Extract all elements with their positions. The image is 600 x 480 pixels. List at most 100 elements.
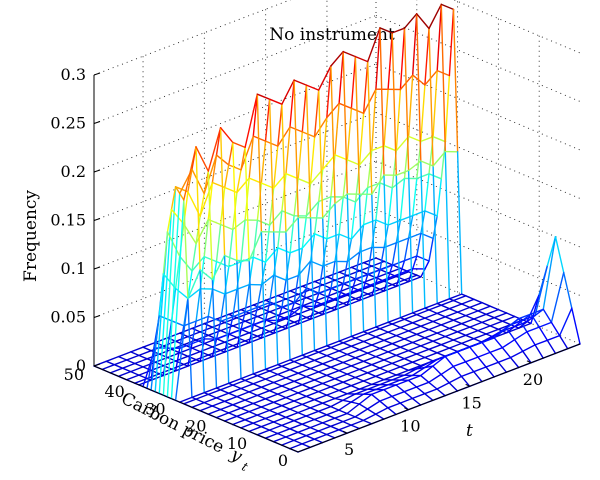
mesh-segment bbox=[215, 412, 230, 419]
mesh-segment bbox=[219, 408, 230, 414]
mesh-segment bbox=[338, 389, 348, 395]
mesh-segment bbox=[407, 160, 422, 172]
mesh-segment bbox=[248, 332, 259, 337]
mesh-segment bbox=[432, 355, 446, 367]
mesh-segment bbox=[305, 351, 320, 358]
mesh-segment bbox=[391, 323, 402, 329]
mesh-segment bbox=[223, 164, 230, 189]
mesh-segment bbox=[379, 283, 393, 290]
mesh-segment bbox=[505, 327, 516, 341]
mesh-segment bbox=[211, 254, 226, 281]
mesh-segment bbox=[399, 366, 410, 371]
mesh-segment bbox=[375, 407, 389, 415]
mesh-segment bbox=[530, 308, 544, 315]
y-tick-label: 40 bbox=[104, 382, 124, 401]
mesh-segment bbox=[379, 347, 389, 353]
mesh-segment bbox=[534, 264, 549, 317]
mesh-segment bbox=[232, 404, 242, 409]
mesh-segment bbox=[538, 321, 553, 328]
mesh-segment bbox=[473, 333, 487, 340]
mesh-segment bbox=[289, 247, 303, 254]
mesh-segment bbox=[363, 274, 369, 289]
mesh-segment bbox=[354, 416, 365, 422]
mesh-segment bbox=[432, 365, 442, 376]
mesh-segment bbox=[436, 327, 451, 334]
mesh-segment bbox=[366, 352, 377, 358]
mesh-segment bbox=[232, 379, 246, 386]
mesh-segment bbox=[399, 322, 414, 329]
mesh-segment bbox=[326, 65, 332, 119]
mesh-segment bbox=[452, 319, 463, 325]
mesh-segment bbox=[187, 269, 201, 300]
mesh-segment bbox=[391, 362, 401, 368]
mesh-segment bbox=[477, 356, 487, 368]
mesh-segment bbox=[313, 292, 320, 308]
mesh-segment bbox=[277, 306, 283, 322]
mesh-segment bbox=[244, 379, 254, 385]
mesh-segment bbox=[195, 146, 210, 172]
mesh-segment bbox=[350, 380, 365, 387]
mesh-segment bbox=[268, 409, 279, 415]
mesh-segment bbox=[285, 216, 299, 233]
mesh-segment bbox=[313, 233, 328, 240]
mesh-segment bbox=[558, 307, 573, 337]
mesh-segment bbox=[358, 223, 365, 253]
mesh-segment bbox=[342, 361, 352, 367]
mesh-segment bbox=[268, 405, 283, 412]
mesh-segment bbox=[191, 320, 197, 345]
mesh-segment bbox=[191, 255, 205, 272]
mesh-segment bbox=[342, 357, 357, 364]
mesh-segment bbox=[277, 369, 291, 376]
mesh-segment bbox=[305, 375, 316, 381]
mesh-segment bbox=[256, 375, 267, 380]
mesh-segment bbox=[293, 380, 303, 386]
mesh-segment bbox=[350, 345, 361, 351]
mesh-segment bbox=[432, 340, 442, 346]
mesh-segment bbox=[530, 313, 540, 328]
mesh-segment bbox=[501, 339, 516, 349]
mesh-segment bbox=[317, 351, 328, 357]
mesh-segment bbox=[460, 318, 475, 325]
mesh-segment bbox=[391, 358, 406, 365]
mesh-segment bbox=[448, 347, 459, 353]
mesh-segment bbox=[240, 373, 254, 380]
mesh-segment bbox=[293, 435, 307, 442]
mesh-segment bbox=[481, 317, 495, 324]
mesh-segment bbox=[375, 413, 385, 420]
mesh-segment bbox=[293, 316, 308, 323]
mesh-segment bbox=[244, 146, 250, 262]
mesh-segment bbox=[526, 331, 536, 346]
mesh-segment bbox=[428, 3, 442, 30]
mesh-segment bbox=[338, 365, 352, 372]
mesh-segment bbox=[558, 334, 569, 350]
mesh-segment bbox=[362, 219, 377, 226]
mesh-segment bbox=[236, 342, 250, 349]
mesh-segment bbox=[375, 336, 385, 341]
mesh-segment bbox=[326, 389, 340, 396]
mesh-segment bbox=[465, 329, 479, 336]
mesh-segment bbox=[403, 338, 414, 344]
mesh-segment bbox=[281, 405, 291, 410]
mesh-segment bbox=[211, 278, 218, 389]
mesh-segment bbox=[281, 360, 295, 367]
mesh-segment bbox=[383, 359, 393, 365]
x-tick-label: 15 bbox=[461, 393, 481, 412]
mesh-segment bbox=[199, 269, 214, 281]
mesh-segment bbox=[407, 169, 414, 314]
mesh-segment bbox=[309, 260, 324, 267]
mesh-segment bbox=[440, 3, 455, 11]
mesh-segment bbox=[366, 400, 381, 410]
mesh-segment bbox=[215, 382, 230, 389]
mesh-segment bbox=[456, 306, 471, 313]
mesh-segment bbox=[125, 359, 136, 365]
mesh-segment bbox=[240, 135, 255, 171]
mesh-segment bbox=[371, 344, 381, 350]
mesh-segment bbox=[199, 405, 214, 412]
mesh-segment bbox=[444, 311, 459, 318]
mesh-segment bbox=[350, 55, 357, 110]
mesh-segment bbox=[456, 346, 471, 353]
mesh-segment bbox=[420, 340, 434, 347]
mesh-segment bbox=[395, 354, 406, 360]
mesh-segment bbox=[117, 370, 132, 377]
mesh-segment bbox=[391, 242, 397, 266]
